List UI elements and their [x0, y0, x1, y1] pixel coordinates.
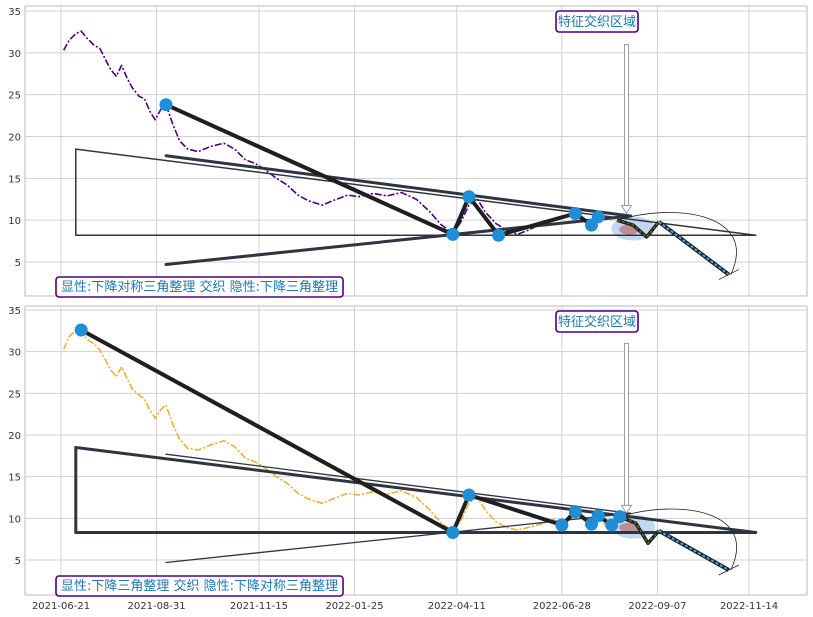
pattern-vertex-marker — [446, 526, 460, 539]
projection-arc — [619, 508, 737, 571]
trend-line — [75, 148, 757, 236]
y-tick-label: 20 — [8, 431, 21, 442]
projection-drop-outline — [657, 220, 731, 277]
bottom-feature-core — [619, 522, 640, 533]
x-tick-label: 2022-06-28 — [533, 601, 591, 612]
y-tick-label: 5 — [15, 258, 21, 269]
feature-arrow-head — [620, 504, 633, 515]
feature-arrow-head — [620, 205, 633, 215]
x-axis: 2021-06-21 2021-08-31 2021-11-15 2022-01-25… — [32, 601, 778, 612]
y-tick-label: 25 — [8, 91, 21, 102]
pattern-vertex-marker — [568, 206, 582, 220]
bottom-plot-area — [24, 305, 808, 596]
pattern-vertex-marker — [555, 518, 569, 532]
pattern-vertex-marker — [613, 510, 627, 524]
y-tick-label: 25 — [8, 389, 21, 400]
projection-arc — [616, 212, 737, 275]
feature-arrow-shaft — [624, 342, 629, 506]
y-tick-label: 20 — [8, 133, 21, 144]
pattern-vertex-marker — [492, 228, 506, 242]
pattern-vertex-marker — [74, 323, 88, 337]
projection-zigzag — [616, 219, 660, 238]
x-tick-label: 2022-09-07 — [628, 601, 686, 612]
pattern-vertex-marker — [591, 509, 605, 523]
pattern-vertex-marker — [462, 190, 476, 204]
x-tick-label: 2021-06-21 — [32, 601, 90, 612]
y-tick-label: 30 — [8, 49, 21, 60]
x-tick-label: 2021-08-31 — [128, 601, 186, 612]
pattern-vertex-marker — [462, 488, 476, 502]
y-tick-label: 5 — [15, 556, 21, 567]
projection-zigzag-outline — [619, 515, 661, 546]
pattern-summary-box — [55, 276, 344, 298]
trend-line — [164, 214, 632, 266]
y-tick-label: 10 — [8, 514, 21, 525]
x-tick-label: 2022-01-25 — [325, 601, 383, 612]
bottom-price-series-line — [62, 329, 606, 534]
x-tick-label: 2021-11-15 — [230, 601, 288, 612]
pattern-vertex-marker — [568, 505, 582, 519]
feature-zone-callout-text: 特征交织区域 — [558, 14, 636, 30]
y-tick-label: 15 — [8, 174, 21, 185]
projection-drop — [658, 529, 730, 571]
x-tick-label: 2022-11-14 — [720, 601, 778, 612]
pattern-vertex-marker — [446, 227, 460, 241]
pattern-summary-text: 显性:下降对称三角整理 交织 隐性:下降三角整理 — [61, 279, 338, 295]
y-tick-label: 30 — [8, 348, 21, 359]
y-tick-label: 35 — [8, 306, 21, 317]
feature-zone-callout-box — [555, 10, 639, 33]
y-tick-label: 15 — [8, 473, 21, 484]
trend-line — [165, 453, 632, 514]
top-plot-area — [24, 5, 808, 297]
feature-zone-callout-box — [555, 310, 639, 333]
pattern-vertex-marker — [605, 518, 619, 532]
feature-arrow-shaft — [624, 44, 629, 206]
trend-line — [164, 154, 632, 218]
projection-target-tick — [718, 564, 739, 576]
pattern-summary-text: 显性:下降三角整理 交织 隐性:下降对称三角整理 — [61, 578, 338, 594]
projection-target-tick — [718, 269, 739, 280]
pattern-vertex-marker — [591, 210, 605, 224]
pattern-summary-box — [55, 575, 344, 597]
feature-zone-callout-text: 特征交织区域 — [558, 314, 636, 330]
y-tick-label: 35 — [8, 7, 21, 18]
y-tick-label: 10 — [8, 216, 21, 227]
pattern-vertex-marker — [159, 98, 173, 112]
x-tick-label: 2022-04-11 — [428, 601, 486, 612]
trend-line — [74, 446, 758, 534]
